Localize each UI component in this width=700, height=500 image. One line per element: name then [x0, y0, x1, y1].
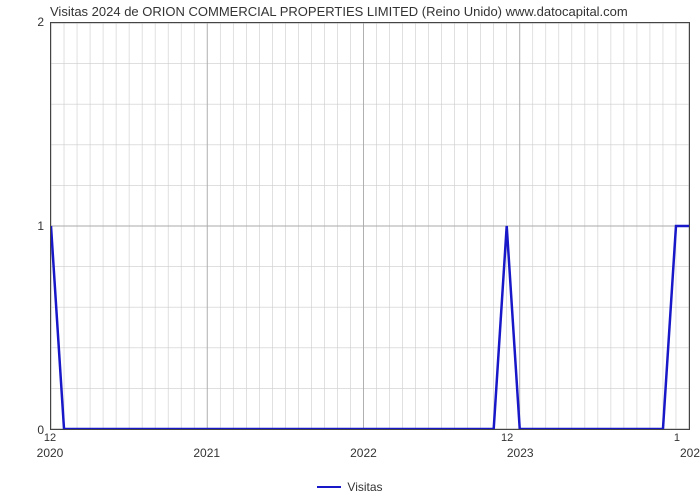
plot-svg	[51, 23, 689, 429]
y-tick-label: 1	[4, 219, 44, 233]
y-tick-label: 0	[4, 423, 44, 437]
legend-swatch	[317, 486, 341, 488]
x-year-label: 202	[680, 446, 700, 460]
chart-container: Visitas 2024 de ORION COMMERCIAL PROPERT…	[0, 0, 700, 500]
plot-area	[50, 22, 690, 430]
x-month-label: 12	[44, 432, 56, 444]
y-tick-label: 2	[4, 15, 44, 29]
x-year-label: 2023	[507, 446, 534, 460]
x-month-label: 12	[501, 432, 513, 444]
legend: Visitas	[0, 479, 700, 494]
x-year-label: 2021	[193, 446, 220, 460]
chart-title: Visitas 2024 de ORION COMMERCIAL PROPERT…	[50, 4, 628, 19]
legend-label: Visitas	[347, 480, 382, 494]
x-year-label: 2020	[37, 446, 64, 460]
x-month-label: 1	[674, 432, 680, 444]
series-line	[51, 226, 689, 429]
x-year-label: 2022	[350, 446, 377, 460]
